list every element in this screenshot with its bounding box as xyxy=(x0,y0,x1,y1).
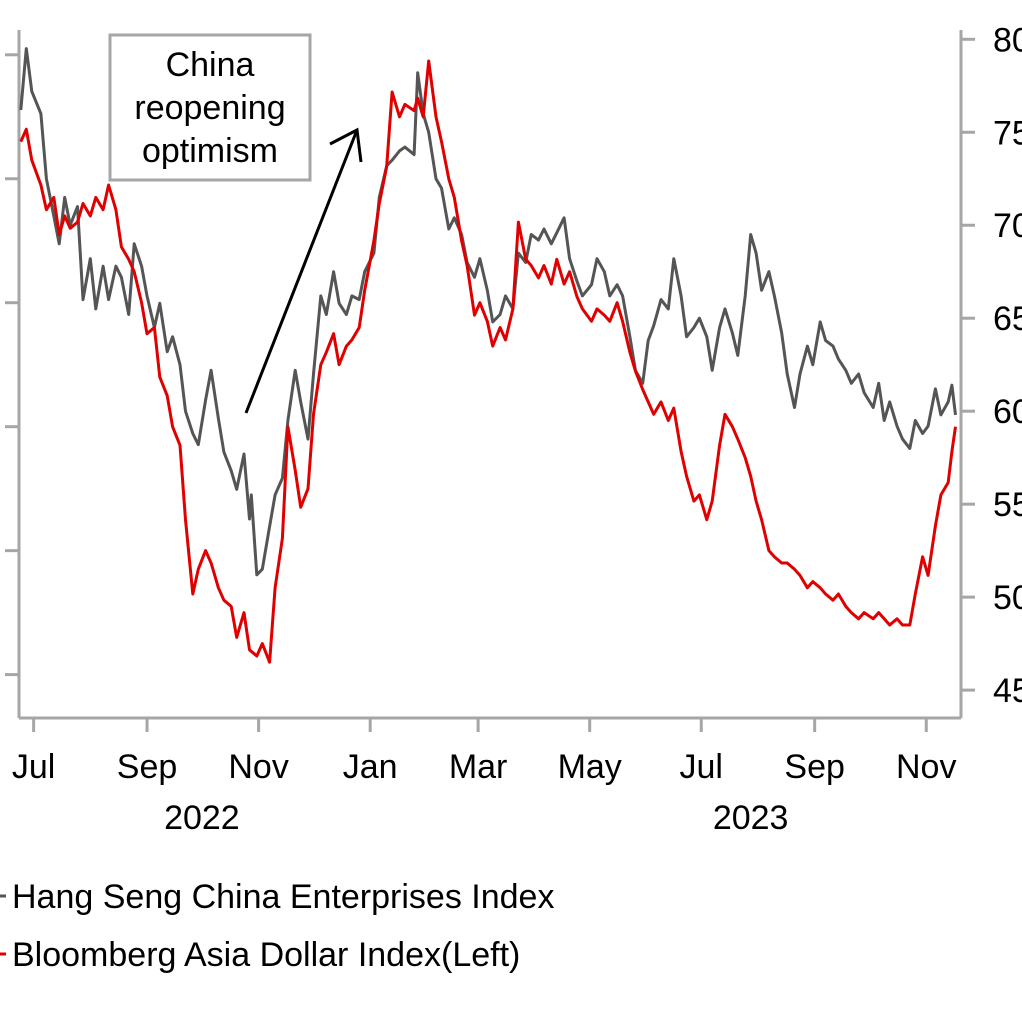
right-tick-label-6: 75 xyxy=(993,114,1022,152)
x-tick-label-8: Nov xyxy=(896,748,956,786)
legend-label-hang-seng: Hang Seng China Enterprises Index xyxy=(12,878,554,916)
x-tick-label-3: Jan xyxy=(343,748,398,786)
year-label-1: 2023 xyxy=(713,799,789,837)
annotation-arrow-head xyxy=(329,127,363,163)
x-tick-label-2: Nov xyxy=(228,748,288,786)
right-tick-label-3: 60 xyxy=(993,393,1022,431)
right-tick-label-4: 65 xyxy=(993,300,1022,338)
year-label-0: 2022 xyxy=(164,799,240,837)
x-tick-label-6: Jul xyxy=(680,748,723,786)
legend-label-asia-dollar: Bloomberg Asia Dollar Index(Left) xyxy=(12,936,520,974)
x-tick-label-1: Sep xyxy=(117,748,178,786)
annotation: China reopening optimism xyxy=(108,33,363,414)
series-line-asia-dollar xyxy=(19,59,957,664)
annotation-line-1: China xyxy=(166,46,255,84)
annotation-arrow-shaft xyxy=(244,129,359,414)
series-layer xyxy=(19,47,957,664)
legend: Hang Seng China Enterprises Index Bloomb… xyxy=(0,878,554,974)
x-tick-label-5: May xyxy=(558,748,622,786)
annotation-line-2: reopening xyxy=(134,89,285,127)
axes: 45 50 55 60 65 70 75 80 Jul Sep Nov Jan Mar May Jul Sep… xyxy=(5,21,1022,837)
right-tick-label-1: 50 xyxy=(993,579,1022,617)
series-line-hang-seng xyxy=(19,47,957,577)
annotation-box xyxy=(108,33,312,182)
x-tick-label-7: Sep xyxy=(784,748,845,786)
right-tick-label-7: 80 xyxy=(993,21,1022,59)
x-tick-label-4: Mar xyxy=(449,748,508,786)
right-tick-label-5: 70 xyxy=(993,207,1022,245)
right-tick-label-0: 45 xyxy=(993,672,1022,710)
annotation-line-3: optimism xyxy=(142,132,278,170)
right-tick-label-2: 55 xyxy=(993,486,1022,524)
x-tick-label-0: Jul xyxy=(12,748,55,786)
